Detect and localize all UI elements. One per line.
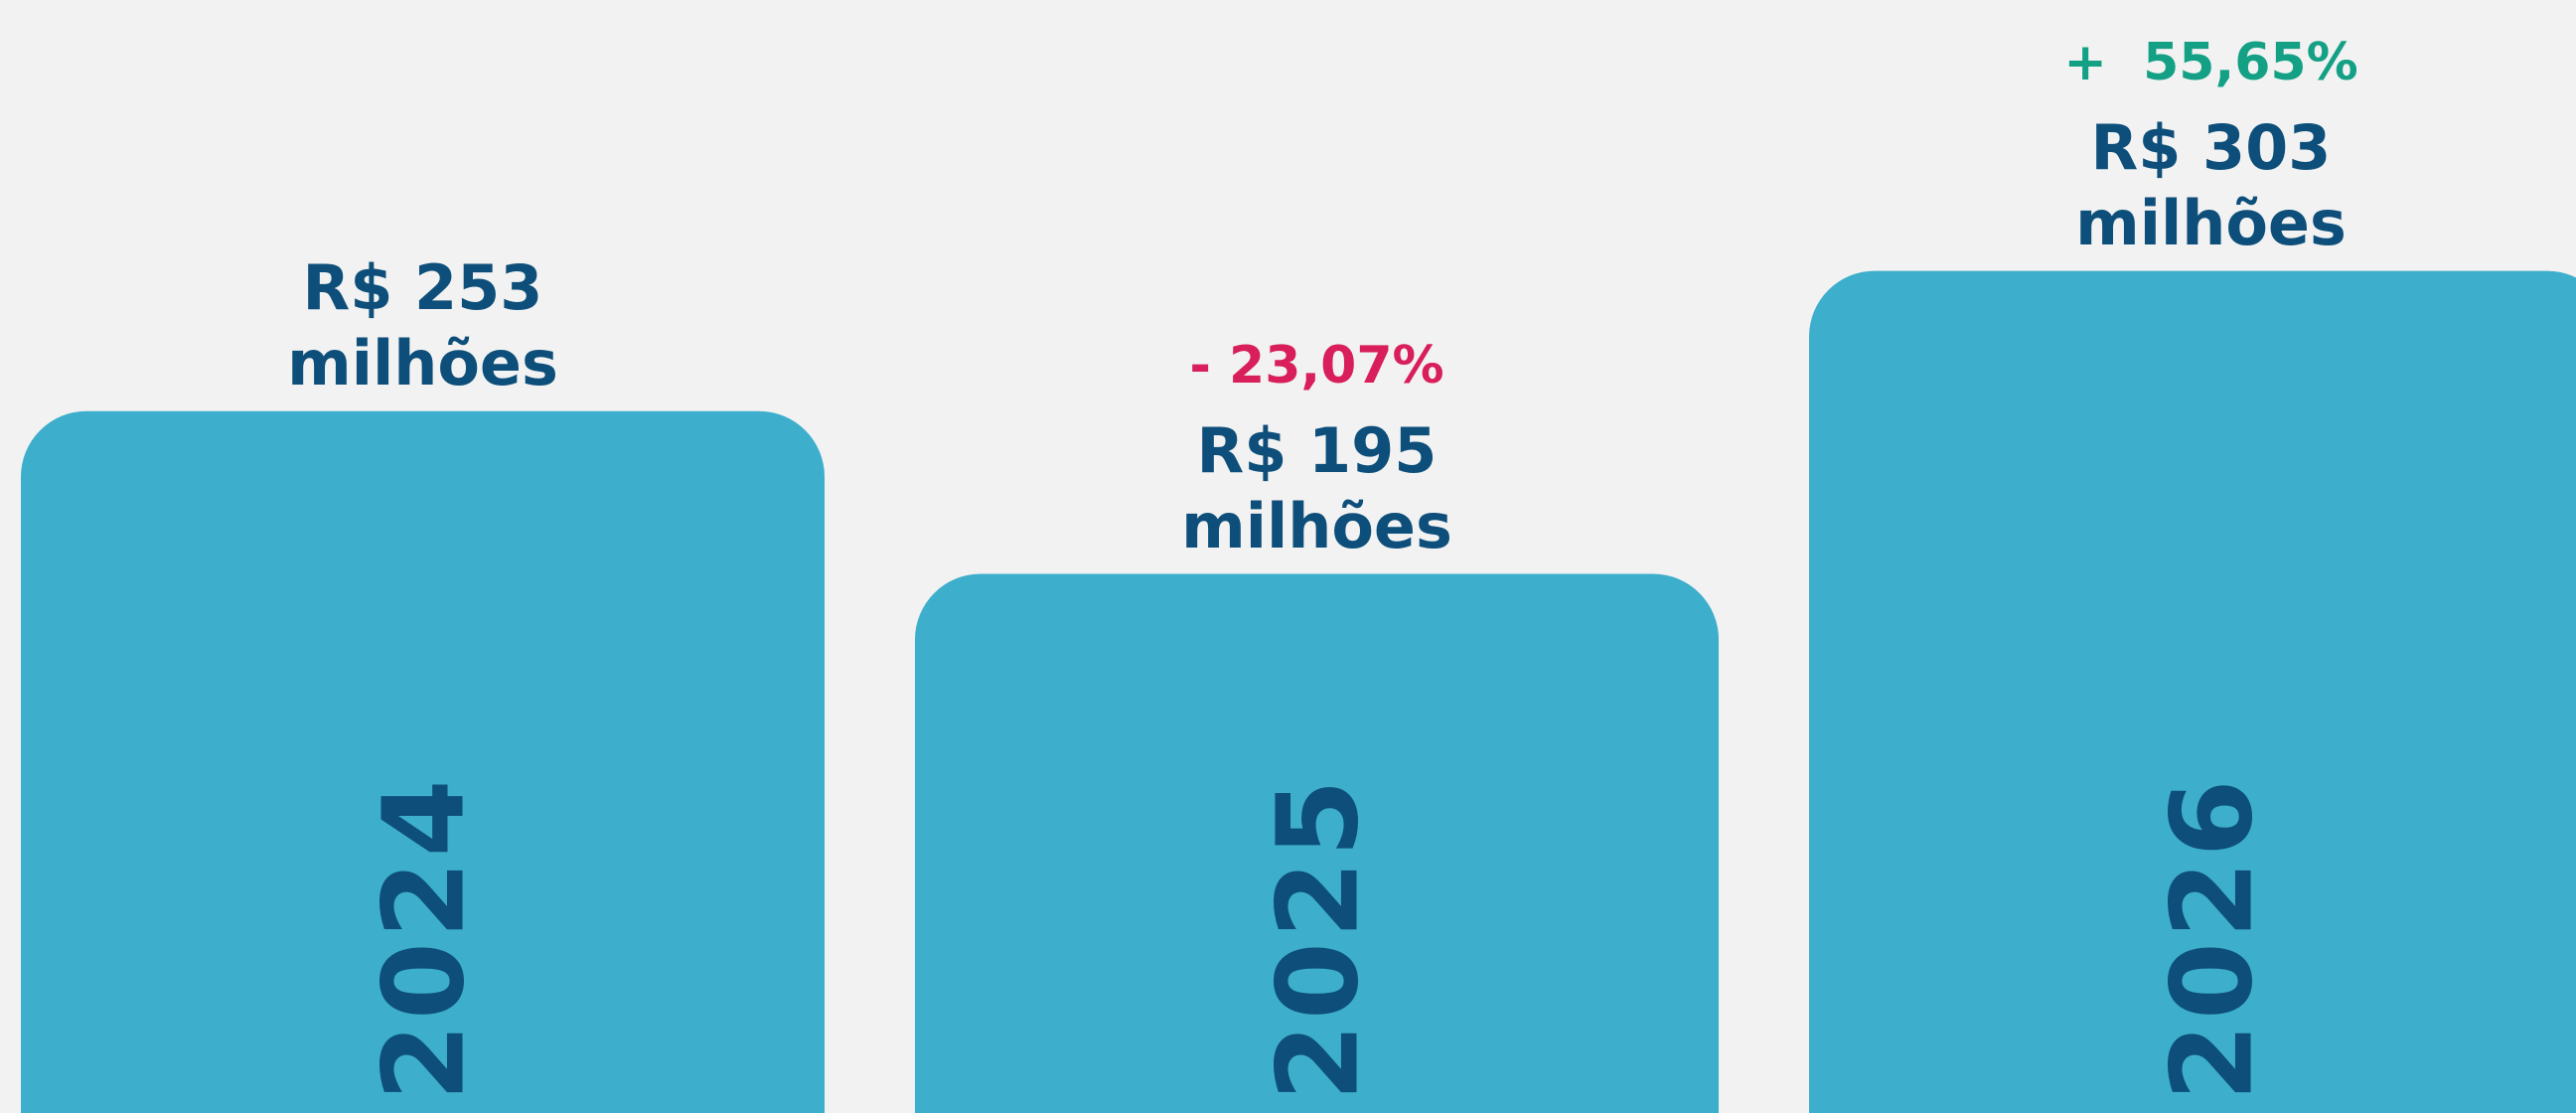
year-label: 2025 bbox=[1255, 775, 1384, 1101]
year-label: 2024 bbox=[361, 775, 490, 1101]
change-label: + 55,65% bbox=[2013, 33, 2410, 92]
change-label: - 23,07% bbox=[1119, 336, 1516, 396]
value-label: R$ 303 milhões bbox=[2043, 110, 2380, 261]
value-label: R$ 253 milhões bbox=[254, 250, 592, 401]
value-label: R$ 195 milhões bbox=[1148, 413, 1486, 564]
year-label: 2026 bbox=[2149, 775, 2278, 1101]
page: 202420252026 (() => { const data = JSON.… bbox=[0, 0, 2576, 1113]
